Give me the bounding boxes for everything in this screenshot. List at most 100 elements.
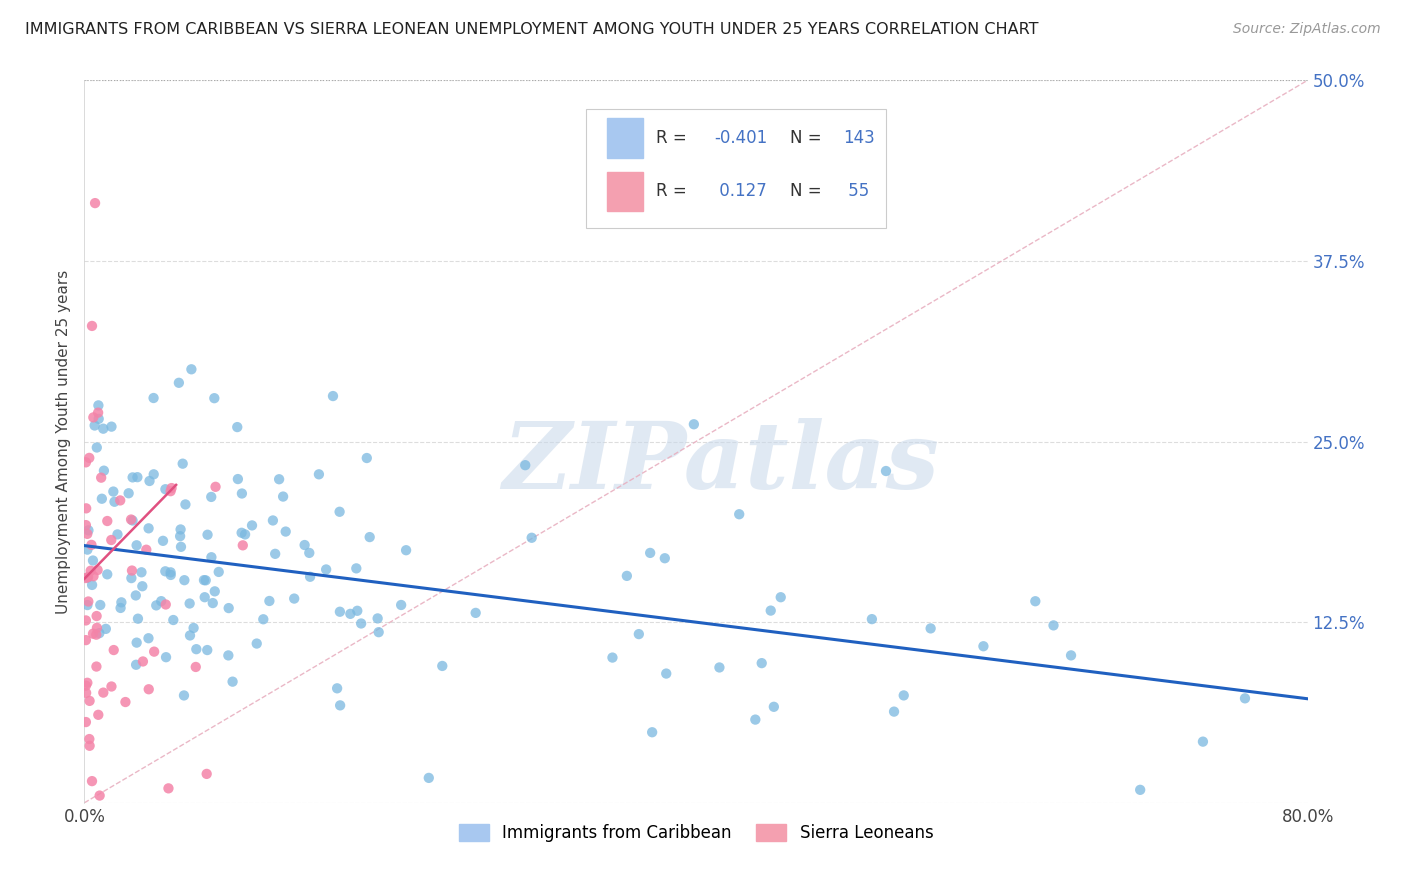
Text: 0.127: 0.127 [714,183,768,201]
Point [91,422,114,436]
Point [100,419,122,434]
Point [132,655,155,669]
Point [79,694,101,708]
Point [274,524,297,539]
Point [75,686,97,700]
Y-axis label: Unemployment Among Youth under 25 years: Unemployment Among Youth under 25 years [56,269,72,614]
Text: R =: R = [655,183,692,201]
Point [329,605,352,619]
Text: -0.401: -0.401 [714,128,768,146]
Point [110,595,132,609]
Point [91,685,114,699]
Point [155,482,177,496]
Point [75,501,97,516]
Point [138,474,160,488]
Point [200,490,222,504]
Point [464,606,486,620]
Point [77,450,100,465]
Point [432,659,454,673]
Point [860,612,883,626]
Point [96,567,118,582]
Point [86,609,108,624]
Point [86,659,108,673]
Point [162,613,184,627]
Point [515,458,537,473]
Point [131,566,153,580]
Point [107,527,129,541]
Point [157,781,180,796]
Point [103,643,125,657]
Point [142,391,165,405]
Point [172,457,194,471]
Point [762,699,785,714]
Point [152,533,174,548]
Point [627,627,650,641]
Point [751,656,773,670]
Point [103,495,125,509]
Point [294,538,316,552]
Point [195,643,218,657]
Point [135,542,157,557]
Point [87,707,110,722]
Point [194,574,217,588]
Point [231,486,253,500]
Point [728,507,751,521]
Point [308,467,330,482]
Point [110,601,132,615]
Point [89,789,111,803]
Point [744,713,766,727]
FancyBboxPatch shape [586,109,886,228]
Point [82,553,104,567]
Point [1042,618,1064,632]
Point [125,538,148,552]
Point [100,680,122,694]
Point [173,689,195,703]
Point [283,591,305,606]
Text: ZIPatlas: ZIPatlas [502,418,939,508]
Point [329,698,352,713]
Point [197,527,219,541]
Point [298,546,321,560]
Point [150,594,173,608]
Point [1233,691,1256,706]
Point [174,498,197,512]
Point [87,406,110,420]
Point [167,376,190,390]
Point [75,614,97,628]
Point [121,514,143,528]
Point [322,389,344,403]
Point [269,472,291,486]
Point [125,657,148,672]
Point [82,569,104,583]
Point [350,616,373,631]
Point [77,570,100,584]
Point [117,486,139,500]
Point [226,420,249,434]
Point [84,628,107,642]
Point [125,589,148,603]
Point [87,398,110,412]
Point [195,767,218,781]
Point [76,675,98,690]
Point [145,599,167,613]
Point [759,604,782,618]
Point [208,565,231,579]
Point [82,410,104,425]
Point [218,601,240,615]
Point [232,538,254,552]
Point [231,525,253,540]
Point [80,578,103,592]
Point [418,771,440,785]
Point [121,564,143,578]
Point [972,639,994,653]
Point [246,636,269,650]
Text: 55: 55 [842,183,869,201]
Point [179,628,201,642]
Point [87,412,110,426]
Point [893,689,915,703]
Legend: Immigrants from Caribbean, Sierra Leoneans: Immigrants from Caribbean, Sierra Leonea… [451,817,941,848]
Point [616,569,638,583]
Point [395,543,418,558]
Point [169,523,191,537]
Point [602,650,624,665]
